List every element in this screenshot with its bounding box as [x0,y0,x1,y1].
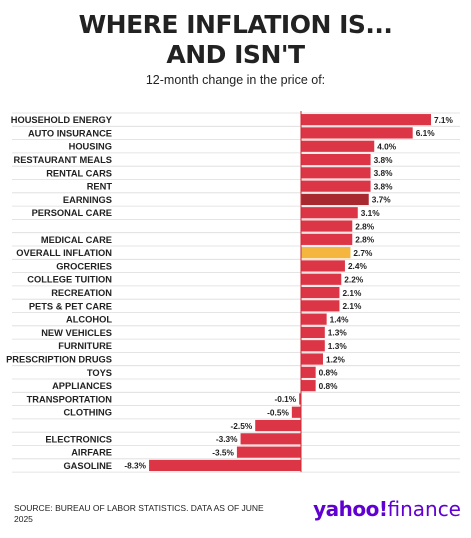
category-label: TRANSPORTATION [27,394,113,404]
bar [301,300,340,312]
logo-brand: yahoo! [313,497,388,521]
bar [301,153,371,166]
category-label: AUTO INSURANCE [28,128,112,138]
category-label: GROCERIES [56,261,112,271]
category-label: PRESCRIPTION DRUGS [6,354,112,364]
bar [301,233,353,245]
bar [301,286,340,299]
data-label: 0.8% [319,381,339,391]
category-label: ALCOHOL [66,315,112,325]
data-label: -2.5% [231,421,253,431]
data-label: 2.1% [342,301,362,311]
category-label: FURNITURE [58,341,112,351]
category-label: RECREATION [51,288,112,298]
data-label: 2.4% [348,261,368,271]
data-label: 3.7% [372,195,392,205]
data-label: 1.4% [330,314,350,324]
source-note: SOURCE: BUREAU OF LABOR STATISTICS. DATA… [14,503,264,524]
yahoo-finance-logo: yahoo!finance [313,496,461,522]
chart-subtitle: 12-month change in the price of: [145,73,326,87]
bar [301,353,323,365]
category-label: ELECTRONICS [45,434,112,444]
category-label: NEW VEHICLES [41,328,112,338]
bar [301,380,316,392]
data-label: -0.5% [267,407,289,417]
category-label: HOUSING [69,142,112,152]
bar-chart: HOUSEHOLD ENERGY 7.1% AUTO INSURANCE 6.1% HO… [6,111,460,473]
bar [301,313,327,325]
data-label: 3.8% [374,155,394,165]
bar [301,207,358,219]
data-label: 1.3% [328,341,348,351]
title-line-1: WHERE INFLATION IS... [78,10,393,39]
category-label: TOYS [87,368,112,378]
category-label: OVERALL INFLATION [16,248,112,258]
bar [301,220,353,232]
category-label: COLLEGE TUITION [27,275,112,285]
data-label: 6.1% [416,128,436,138]
bar [301,167,371,179]
data-label: 2.1% [342,288,362,298]
data-label: -8.3% [124,461,146,471]
category-label: PERSONAL CARE [32,208,112,218]
data-label: 0.8% [319,368,339,378]
bar [301,140,375,152]
bar [301,340,325,352]
category-label: GASOLINE [63,461,112,471]
bar [240,433,301,445]
category-label: MEDICAL CARE [41,235,112,245]
category-label: RENT [87,182,113,192]
bar [301,193,369,206]
data-label: 7.1% [434,115,454,125]
data-label: -0.1% [274,394,296,404]
bar [301,247,351,259]
data-label: 3.1% [361,208,381,218]
data-label: 1.2% [326,354,346,364]
chart-title: WHERE INFLATION IS... AND ISN'T [0,10,471,70]
category-label: CLOTHING [63,408,112,418]
title-line-2: AND ISN'T [166,40,305,69]
category-label: AIRFARE [71,448,112,458]
bar [301,260,345,272]
data-label: -3.5% [212,447,234,457]
data-label: 2.8% [355,221,375,231]
data-label: 3.8% [374,181,394,191]
data-label: 2.8% [355,235,375,245]
bar [236,446,301,458]
bar [149,459,301,472]
data-label: 2.7% [353,248,373,258]
category-label: PETS & PET CARE [29,301,112,311]
category-label: EARNINGS [63,195,112,205]
bar [301,326,325,339]
bar [255,419,301,432]
bar [301,114,431,126]
bar [301,127,413,139]
bar [291,406,301,418]
logo-product: finance [387,497,461,521]
data-label: 1.3% [328,328,348,338]
bar [299,393,301,405]
bar [301,180,371,192]
data-label: -3.3% [216,434,238,444]
category-label: HOUSEHOLD ENERGY [11,115,113,125]
bar [301,273,342,285]
bar [301,366,316,378]
data-label: 4.0% [377,141,397,151]
category-label: APPLIANCES [52,381,112,391]
data-label: 3.8% [374,168,394,178]
category-label: RESTAURANT MEALS [14,155,112,165]
category-label: RENTAL CARS [46,168,112,178]
data-label: 2.2% [344,274,364,284]
